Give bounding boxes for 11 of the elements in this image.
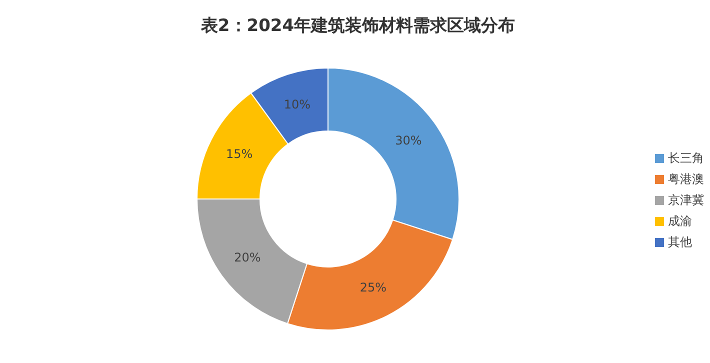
data-label: 30%	[395, 134, 422, 148]
data-label: 25%	[360, 280, 387, 295]
legend-label: 成渝	[668, 212, 692, 230]
data-label: 20%	[234, 250, 261, 264]
data-label: 10%	[284, 97, 311, 112]
legend-label: 粤港澳	[668, 170, 704, 188]
data-label: 15%	[226, 146, 253, 161]
legend-label: 其他	[668, 234, 692, 250]
chart-title: 表2：2024年建筑装饰材料需求区域分布	[200, 15, 516, 38]
legend-label: 京津冀	[668, 192, 704, 208]
legend-label: 长三角	[668, 150, 704, 166]
